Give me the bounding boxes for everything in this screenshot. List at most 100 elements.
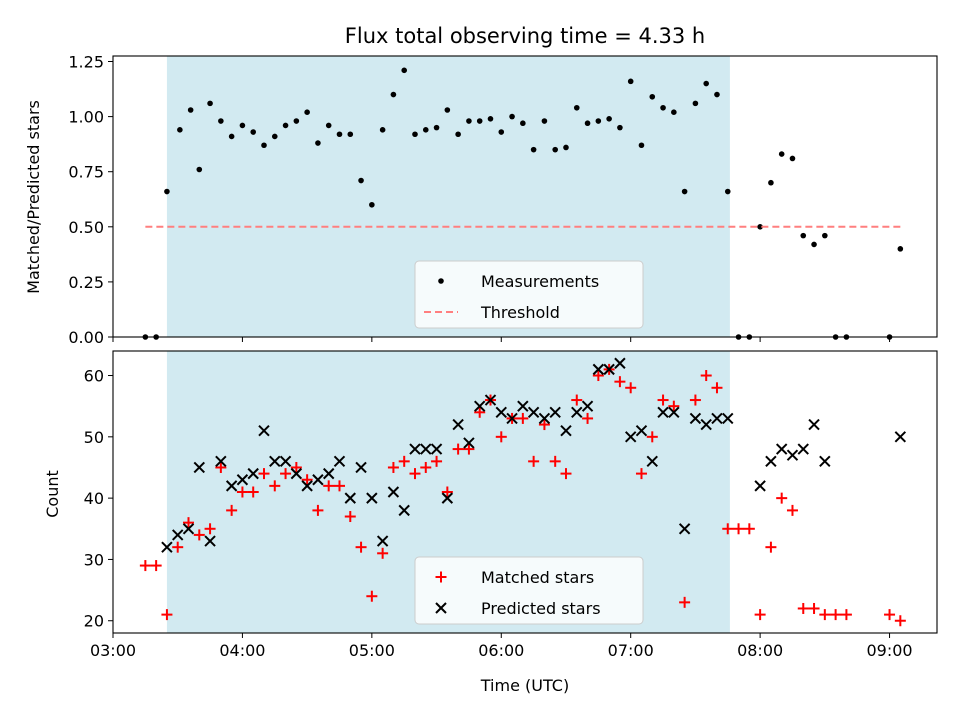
x-stroke-b (484, 394, 497, 406)
measurement-point (228, 133, 235, 140)
legend-label-matched-stars: Matched stars (481, 568, 594, 587)
measurement-point (271, 133, 278, 140)
predicted-stars-point (657, 406, 669, 419)
predicted-stars-point (765, 455, 777, 468)
matched-stars-point (819, 609, 831, 621)
measurement-point (379, 127, 386, 133)
predicted-stars-point (614, 357, 626, 369)
predicted-stars-point (290, 467, 303, 480)
measurement-point (177, 127, 183, 133)
predicted-stars-point (247, 467, 259, 480)
predicted-stars-point (668, 406, 680, 419)
predicted-stars-point (819, 455, 831, 468)
predicted-stars-point (161, 541, 173, 553)
x-stroke-b (754, 480, 766, 492)
predicted-stars-point (689, 412, 702, 425)
matched-stars-point (150, 560, 162, 572)
x-stroke-b (269, 455, 281, 468)
legend-measurement-marker (438, 278, 444, 284)
x-stroke-b (711, 412, 723, 425)
x-stroke-b (689, 412, 702, 425)
x-stroke-b (193, 461, 205, 474)
matched-stars-point (635, 468, 647, 480)
predicted-stars-point (193, 461, 205, 474)
measurement-point (487, 116, 494, 122)
x-stroke-b (668, 406, 680, 419)
x-stroke-b (495, 406, 507, 419)
measurement-point (714, 91, 720, 98)
ratio-y-tick-label: 0.00 (68, 328, 104, 347)
predicted-stars-point (635, 424, 648, 437)
measurement-point (315, 140, 321, 146)
matched-stars-point (344, 511, 356, 523)
predicted-stars-point (527, 406, 540, 419)
measurement-point (692, 100, 699, 107)
matched-stars-point (312, 504, 324, 516)
measurement-point (724, 188, 731, 195)
measurement-point (369, 201, 375, 208)
measurement-point (660, 104, 666, 111)
matched-stars-point (355, 541, 367, 553)
matched-stars-point (840, 609, 852, 621)
matched-stars-point (495, 431, 507, 443)
count-axes-frame (112, 350, 938, 634)
predicted-stars-point (722, 412, 734, 425)
measurement-point (466, 118, 472, 124)
x-tick-label: 03:00 (90, 641, 136, 660)
matched-stars-point (517, 412, 529, 424)
matched-stars-point (431, 455, 443, 467)
measurement-point (412, 131, 418, 138)
predicted-stars-point (258, 424, 270, 437)
predicted-stars-point (172, 529, 184, 541)
x-stroke-b (592, 363, 605, 376)
matched-stars-point (226, 504, 238, 516)
predicted-stars-point (786, 449, 799, 461)
x-stroke-b (290, 467, 303, 480)
matched-stars-point (797, 602, 809, 614)
x-stroke-b (786, 449, 799, 461)
predicted-stars-point (711, 412, 723, 425)
x-stroke-b (301, 480, 313, 492)
matched-stars-point (269, 480, 281, 492)
measurement-point (606, 116, 612, 122)
count-y-tick-label: 50 (84, 428, 104, 447)
predicted-stars-point (894, 431, 907, 443)
count-y-tick-label: 60 (84, 367, 104, 386)
measurement-point (563, 144, 569, 151)
predicted-stars-point (581, 400, 594, 412)
matched-stars-point (172, 541, 184, 553)
measurement-point (897, 246, 904, 252)
measurement-point (433, 124, 440, 131)
matched-stars-point (614, 376, 626, 388)
predicted-stars-point (236, 474, 249, 486)
x-stroke-b (765, 455, 777, 468)
matched-stars-point (463, 443, 475, 455)
matched-stars-point (668, 400, 680, 412)
matched-stars-point (538, 419, 550, 431)
predicted-stars-point (808, 418, 820, 431)
predicted-stars-point (754, 480, 766, 492)
count-legend-box (414, 556, 644, 625)
predicted-stars-point (376, 535, 389, 547)
x-tick-label: 05:00 (349, 641, 395, 660)
legend-label-predicted-stars: Predicted stars (481, 599, 601, 618)
matched-stars-point (366, 590, 378, 602)
matched-stars-point (236, 486, 248, 498)
predicted-stars-point (484, 394, 497, 406)
x-stroke-b (247, 467, 259, 480)
x-axis-label: Time (UTC) (480, 676, 569, 695)
matched-stars-point (765, 541, 777, 553)
predicted-stars-point (344, 492, 356, 504)
matched-stars-point (884, 609, 896, 621)
x-stroke-b (463, 437, 475, 449)
x-stroke-b (571, 406, 583, 419)
x-stroke-b (678, 523, 691, 535)
measurement-point (164, 188, 170, 195)
measurement-point (627, 78, 634, 85)
ratio-y-tick-label: 0.75 (68, 163, 104, 182)
predicted-stars-point (538, 412, 551, 425)
matched-stars-point (711, 382, 723, 394)
matched-stars-point (625, 382, 637, 394)
x-stroke-b (236, 474, 249, 486)
